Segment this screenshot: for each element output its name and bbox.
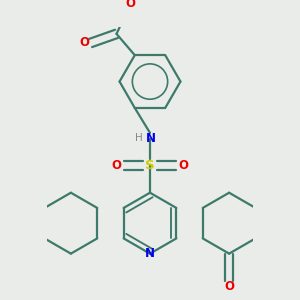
Text: N: N [146, 132, 156, 145]
Text: O: O [224, 280, 234, 293]
Text: S: S [145, 159, 155, 172]
Text: O: O [126, 0, 136, 10]
Text: O: O [79, 37, 89, 50]
Text: O: O [112, 159, 122, 172]
Text: N: N [145, 247, 155, 260]
Text: O: O [178, 159, 188, 172]
Text: H: H [135, 133, 143, 143]
